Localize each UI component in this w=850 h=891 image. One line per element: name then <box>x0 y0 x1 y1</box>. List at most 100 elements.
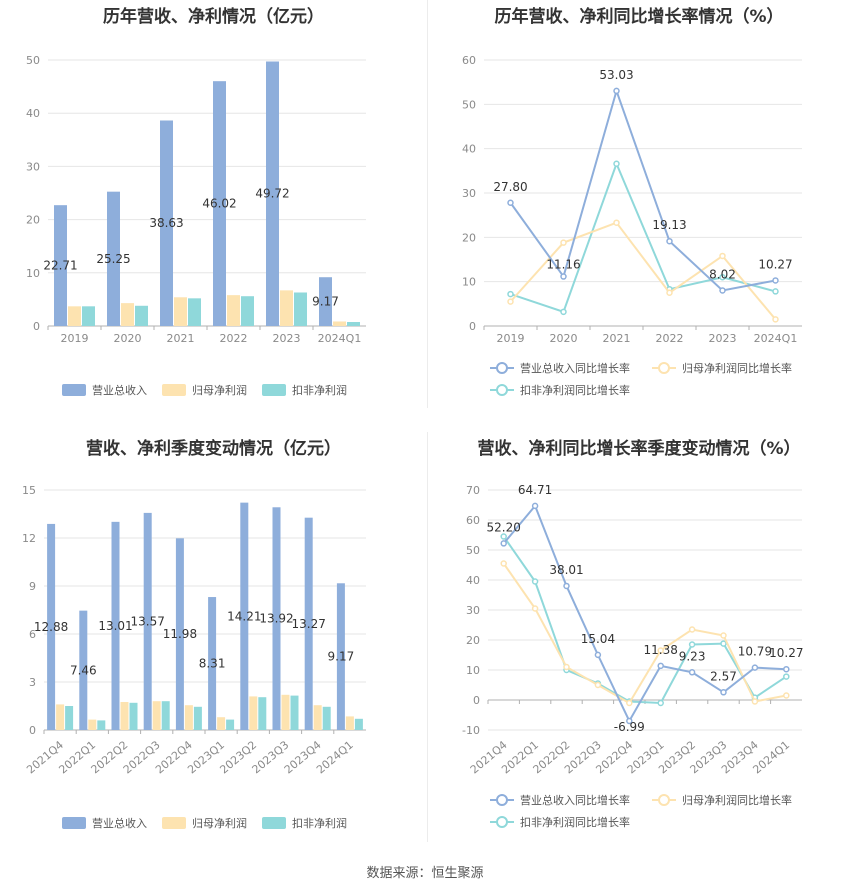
bar-deducted-profit <box>322 706 331 730</box>
y-tick-label: 12 <box>22 532 36 545</box>
x-tick-label: 2024Q1 <box>314 738 356 776</box>
bar-revenue <box>111 521 120 730</box>
bar-revenue <box>336 583 345 730</box>
bar-revenue <box>213 81 226 326</box>
bar-revenue <box>272 507 281 730</box>
point-net-profit-growth <box>563 663 570 671</box>
legend-label: 营业总收入 <box>92 383 147 397</box>
bar-deducted-profit <box>129 702 138 730</box>
bar-revenue <box>79 610 88 730</box>
point-revenue-growth <box>563 582 570 590</box>
y-tick-label: 3 <box>29 676 36 689</box>
legend-label: 扣非净利润同比增长率 <box>520 383 630 397</box>
bar-net-profit <box>152 701 161 730</box>
legend-marker <box>496 816 508 828</box>
data-label: 10.79 <box>738 645 772 659</box>
divider <box>427 432 428 842</box>
bar-net-profit <box>313 705 322 730</box>
point-deducted-growth <box>500 533 507 540</box>
y-tick-label: 40 <box>26 107 40 120</box>
bar-revenue <box>208 597 217 730</box>
y-tick-label: 60 <box>462 54 476 67</box>
bar-deducted-profit <box>347 322 360 326</box>
chart-title: 营收、净利季度变动情况（亿元） <box>86 439 341 459</box>
bar-deducted-profit <box>290 695 299 730</box>
y-tick-label: 15 <box>22 484 36 497</box>
x-tick-label: 2019 <box>61 332 89 345</box>
point-net-profit-growth <box>772 316 779 323</box>
point-revenue-growth <box>719 287 726 294</box>
data-label: 13.57 <box>131 614 165 628</box>
y-tick-label: 30 <box>26 160 40 173</box>
point-revenue-growth <box>500 540 507 547</box>
x-tick-label: 2022 <box>656 332 684 345</box>
legend-marker <box>496 384 508 396</box>
bar-deducted-profit <box>97 720 106 730</box>
y-tick-label: 50 <box>26 54 40 67</box>
data-label: 46.02 <box>202 197 236 211</box>
chart-annual-growth-svg: 0 10 20 30 40 50 60 2019 2020 2021 2022 2023 2024Q1 2… <box>462 54 802 397</box>
legend-label: 归母净利润同比增长率 <box>682 361 792 375</box>
bar-net-profit <box>121 303 134 326</box>
bar-deducted-profit <box>188 298 201 326</box>
y-tick-label: 30 <box>462 187 476 200</box>
bar-deducted-profit <box>294 292 307 326</box>
data-label: 25.25 <box>96 252 130 266</box>
x-tick-label: 2022 <box>220 332 248 345</box>
data-label: 38.01 <box>549 563 583 577</box>
bar-net-profit <box>333 321 346 326</box>
bar-net-profit <box>280 290 293 326</box>
point-net-profit-growth <box>751 698 759 705</box>
point-net-profit-growth <box>666 289 673 296</box>
y-tick-label: 0 <box>469 320 476 333</box>
x-tick-label: 2020 <box>550 332 578 345</box>
bar-revenue <box>160 120 173 326</box>
data-label: 10.27 <box>769 646 803 660</box>
point-revenue-growth <box>507 199 514 207</box>
point-revenue-growth <box>688 669 696 676</box>
line-net-profit-growth <box>502 562 787 705</box>
bar-revenue <box>107 191 120 326</box>
legend-label: 营业总收入 <box>92 816 147 830</box>
bar-deducted-profit <box>161 701 170 730</box>
x-tick-label: 2021 <box>603 332 631 345</box>
chart-title: 历年营收、净利同比增长率情况（%） <box>494 7 784 27</box>
legend-label: 营业总收入同比增长率 <box>520 361 630 375</box>
point-deducted-growth <box>613 160 620 167</box>
data-label: 27.80 <box>493 180 527 194</box>
bar-net-profit <box>217 717 226 730</box>
point-net-profit-growth <box>719 252 726 260</box>
legend-label: 营业总收入同比增长率 <box>520 793 630 807</box>
data-label: 11.98 <box>163 627 197 641</box>
x-tick-label: 2024Q1 <box>318 332 362 345</box>
legend-marker <box>496 362 508 374</box>
y-tick-label: 10 <box>462 276 476 289</box>
y-tick-label: 30 <box>466 604 480 617</box>
data-label: 12.88 <box>34 620 68 634</box>
bar-net-profit <box>88 719 97 730</box>
chart-annual-revenue-profit: 历年营收、净利情况（亿元） 0 10 20 30 40 50 2019 2020 2021 202… <box>0 0 427 408</box>
data-label: 9.23 <box>679 649 706 663</box>
y-tick-label: 40 <box>462 143 476 156</box>
bar-net-profit <box>56 704 65 730</box>
line-deducted-growth <box>510 160 776 314</box>
y-tick-label: 10 <box>466 664 480 677</box>
point-revenue-growth <box>720 689 727 696</box>
legend-marker <box>658 362 670 374</box>
point-revenue-growth <box>657 662 664 670</box>
legend-label: 归母净利润同比增长率 <box>682 793 792 807</box>
bar-deducted-profit <box>135 305 148 326</box>
bar-deducted-profit <box>354 718 363 730</box>
bar-revenue <box>319 277 332 326</box>
y-tick-label: 6 <box>29 628 36 641</box>
divider <box>427 0 428 408</box>
line-net-profit-growth <box>509 221 777 320</box>
chart-quarterly-revenue-profit-svg: 036912152021Q42022Q12022Q22022Q32022Q420… <box>22 484 366 830</box>
point-revenue-growth <box>560 273 567 280</box>
bar-revenue <box>304 517 313 730</box>
legend-swatch <box>162 384 186 396</box>
data-label: 7.46 <box>70 663 97 677</box>
chart-annual-revenue-profit-svg: 0 10 20 30 40 50 2019 2020 2021 2022 2023 2024Q1 22.… <box>26 54 366 397</box>
legend-label: 归母净利润 <box>192 383 247 397</box>
bar-revenue <box>175 538 184 730</box>
